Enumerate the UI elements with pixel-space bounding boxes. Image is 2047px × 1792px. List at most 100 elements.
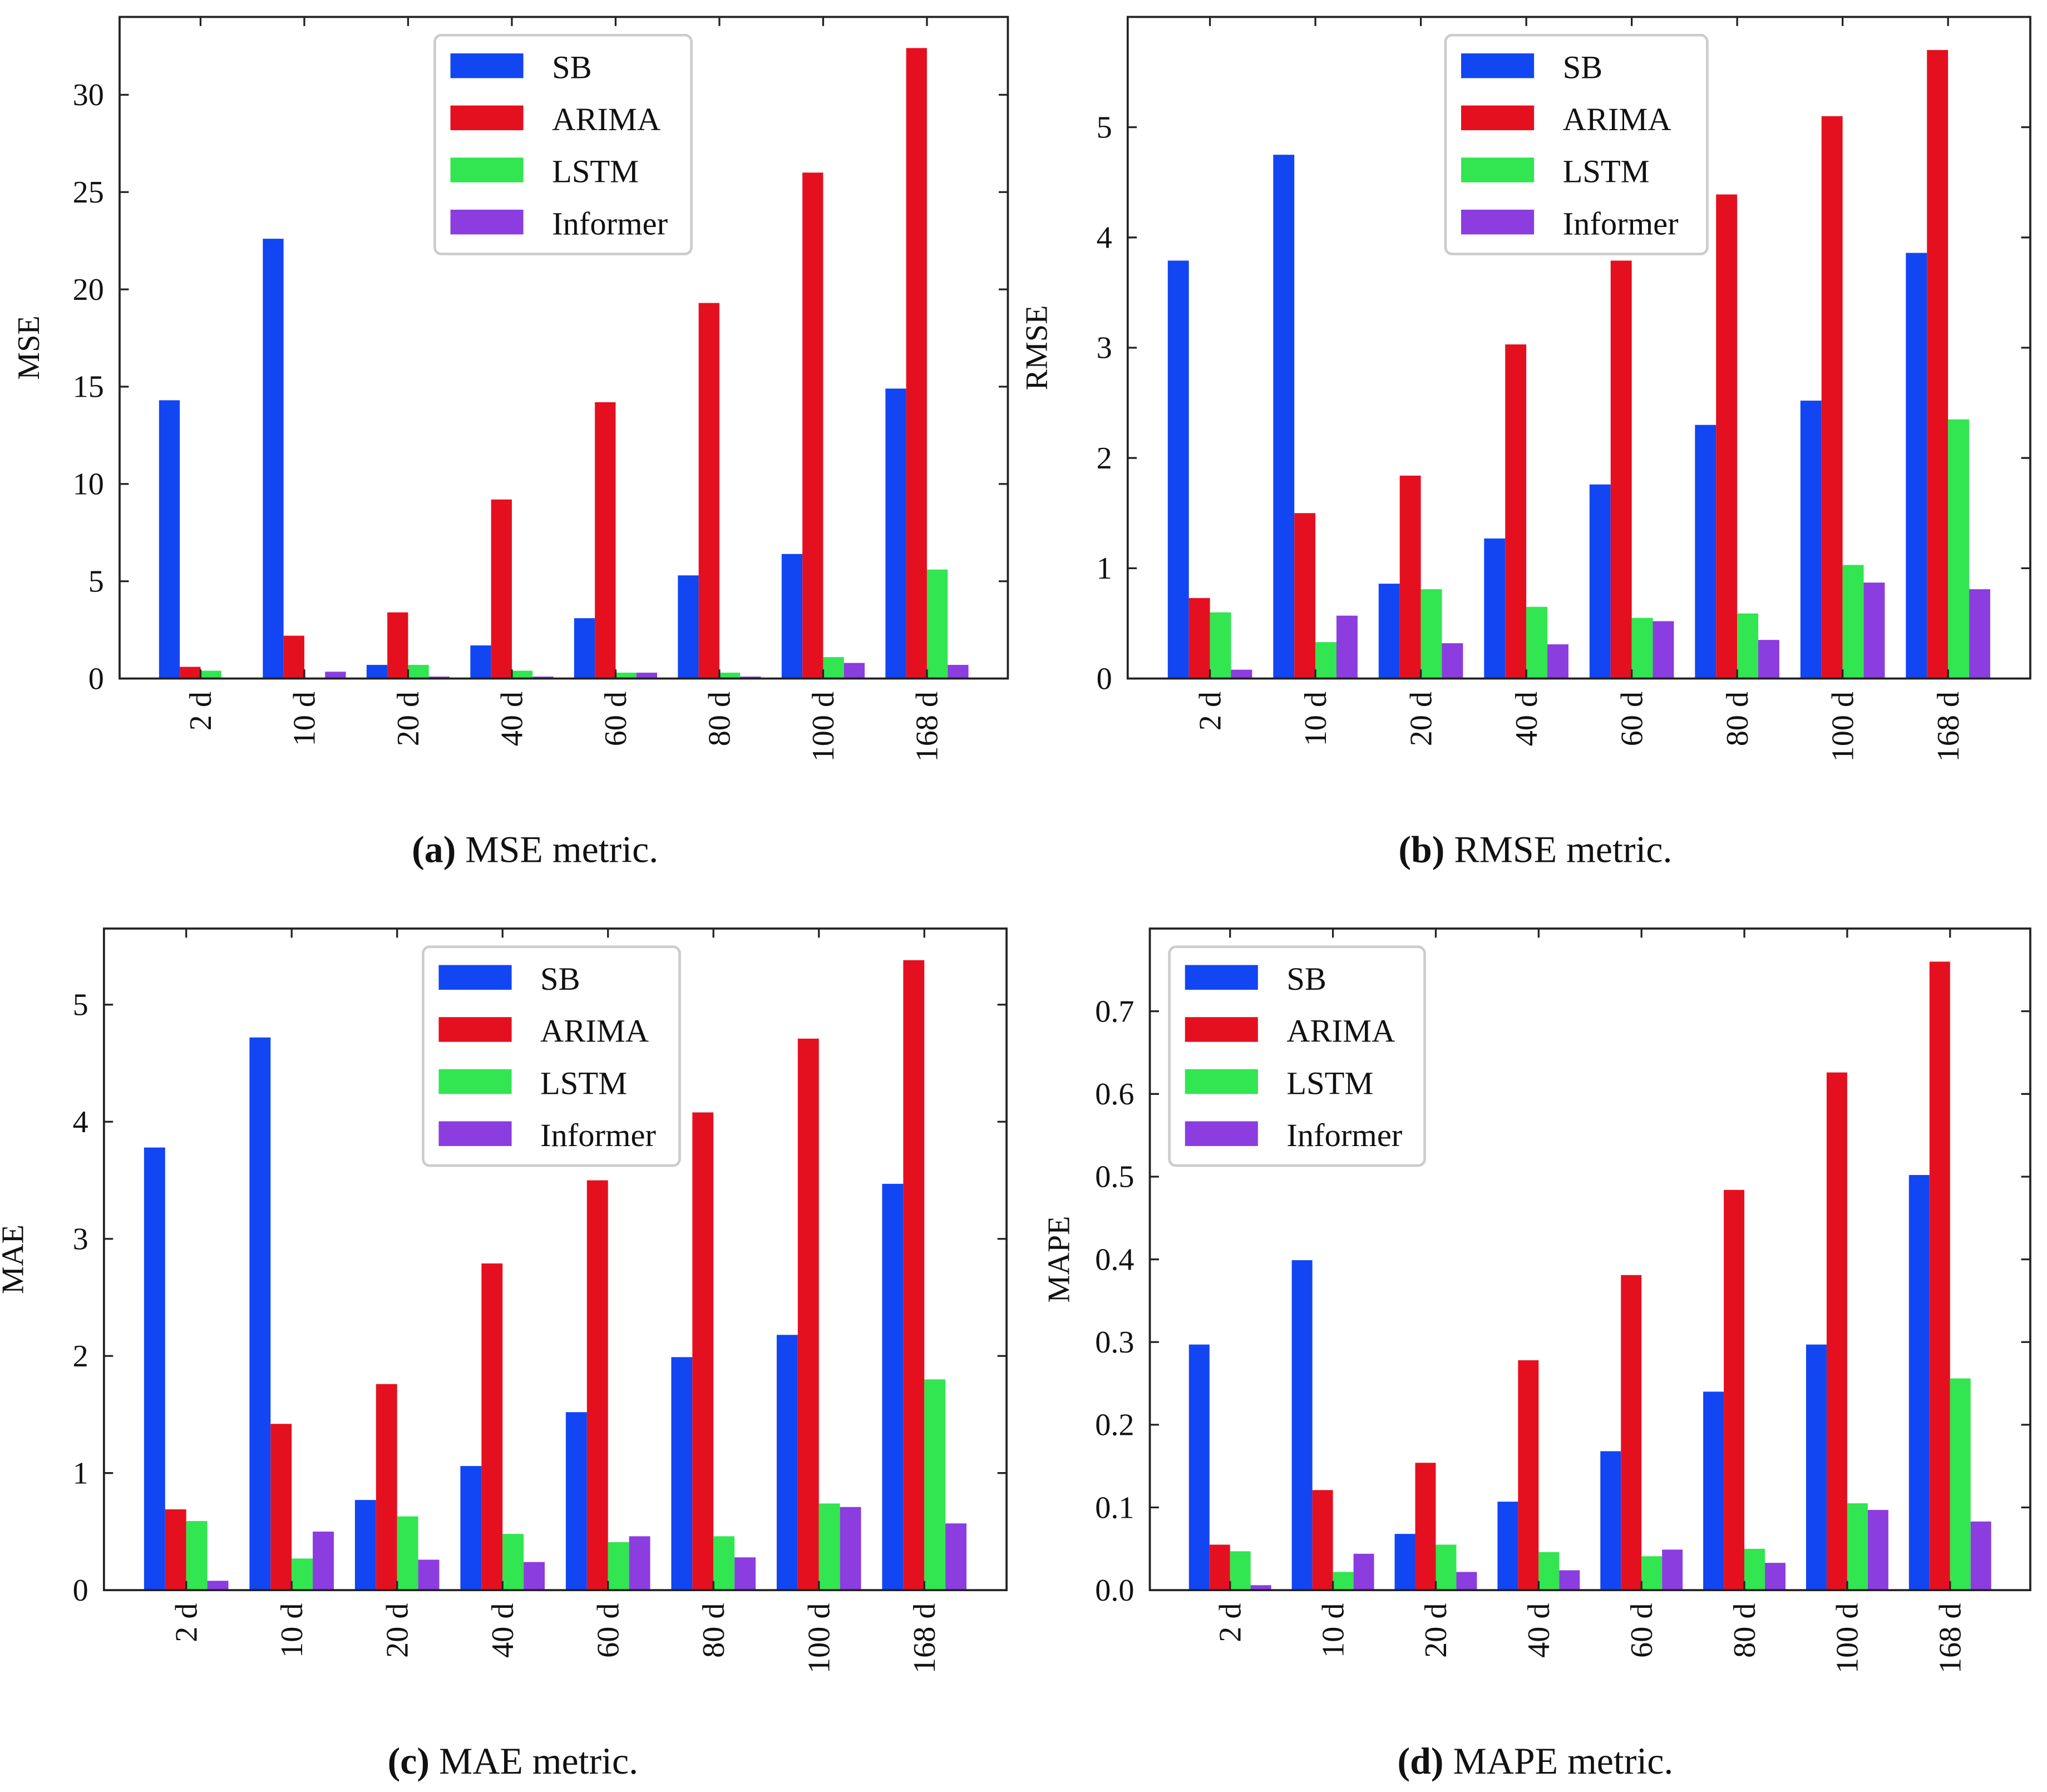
y-tick-label: 3 — [1097, 331, 1112, 366]
bar-lstm-4 — [1641, 1556, 1663, 1591]
x-tick-label: 80 d — [1728, 1603, 1762, 1658]
y-axis-label: MSE — [12, 315, 46, 379]
y-tick-label: 0 — [1097, 661, 1112, 696]
caption-label: (c) — [388, 1740, 430, 1782]
y-tick-label: 4 — [73, 1105, 88, 1139]
y-tick-label: 5 — [73, 988, 88, 1023]
caption-text: MAE metric. — [430, 1740, 638, 1782]
chart-panel-1: 2 d 10 d 20 d 40 d 60 d 80 d 100 d 168 d 0 5 10 15 2… — [12, 16, 1009, 871]
y-tick-label: 0.3 — [1095, 1325, 1134, 1360]
x-tick-label: 20 d — [380, 1603, 415, 1658]
bar-arima-1 — [1294, 513, 1316, 679]
bar-informer-7 — [1969, 589, 1990, 679]
legend-label: LSTM — [540, 1065, 627, 1101]
bar-sb-5 — [678, 575, 699, 679]
y-tick-label: 0.1 — [1095, 1490, 1134, 1525]
bar-lstm-1 — [1333, 1572, 1354, 1591]
legend-label: LSTM — [1563, 154, 1650, 190]
x-tick-label: 20 d — [391, 692, 426, 746]
bar-informer-4 — [629, 1536, 650, 1591]
bar-lstm-2 — [397, 1516, 418, 1591]
legend-swatch-sb — [438, 965, 512, 990]
legend-swatch-informer — [1185, 1121, 1258, 1146]
y-tick-label: 25 — [73, 175, 104, 210]
bar-arima-2 — [1399, 475, 1421, 679]
legend-box — [422, 945, 681, 1167]
bar-sb-1 — [1273, 155, 1295, 679]
bar-lstm-6 — [823, 657, 844, 679]
x-tick-label: 60 d — [591, 1603, 625, 1658]
x-tick-label: 168 d — [1933, 1603, 1968, 1673]
chart-panel-3: 2 d 10 d 20 d 40 d 60 d 80 d 100 d 168 d 0 1 2 3 4 5 M… — [0, 927, 1008, 1782]
bar-informer-2 — [1456, 1572, 1477, 1591]
x-tick-label: 168 d — [907, 1603, 942, 1673]
x-tick-label: 2 d — [184, 692, 218, 730]
bar-lstm-4 — [1631, 618, 1653, 679]
y-axis-label: MAPE — [1042, 1216, 1076, 1303]
bar-sb-6 — [776, 1335, 798, 1591]
legend-swatch-sb — [450, 53, 524, 78]
legend-box — [1444, 33, 1709, 255]
caption-text: MAPE metric. — [1444, 1740, 1674, 1782]
legend-label: SB — [1563, 49, 1603, 85]
bar-sb-0 — [144, 1147, 165, 1591]
y-tick-label: 0.6 — [1095, 1077, 1134, 1112]
bar-informer-1 — [1336, 615, 1358, 679]
legend: SB ARIMA LSTM Informer — [1444, 33, 1709, 255]
bar-arima-6 — [1826, 1072, 1847, 1591]
bar-arima-0 — [180, 667, 201, 679]
y-tick-label: 0.2 — [1095, 1408, 1134, 1443]
legend-swatch-sb — [1461, 53, 1535, 78]
bar-sb-3 — [1497, 1502, 1518, 1591]
bar-arima-1 — [270, 1424, 292, 1591]
y-axis-label: RMSE — [1020, 305, 1054, 391]
x-tick-label: 2 d — [1193, 692, 1227, 730]
legend-swatch-informer — [1461, 209, 1535, 235]
bar-sb-0 — [159, 400, 180, 679]
bar-arima-7 — [903, 960, 925, 1591]
x-tick-label: 20 d — [1404, 692, 1438, 746]
bar-lstm-3 — [1538, 1552, 1560, 1591]
bar-informer-1 — [325, 672, 346, 679]
bar-sb-4 — [565, 1412, 587, 1591]
legend-swatch-informer — [438, 1121, 512, 1146]
bar-sb-7 — [1906, 253, 1927, 679]
bar-lstm-4 — [615, 673, 637, 679]
bar-sb-2 — [1378, 584, 1400, 679]
bar-lstm-6 — [818, 1503, 840, 1591]
y-tick-label: 15 — [73, 370, 104, 404]
x-tick-label: 2 d — [1213, 1603, 1247, 1642]
bar-lstm-3 — [511, 670, 533, 679]
y-tick-label: 2 — [73, 1339, 88, 1374]
bar-sb-7 — [1908, 1174, 1930, 1591]
legend-label: ARIMA — [1563, 101, 1671, 137]
x-tick-label: 100 d — [1831, 1603, 1865, 1673]
x-tick-label: 100 d — [1826, 692, 1860, 762]
x-tick-label: 60 d — [599, 692, 633, 746]
bar-informer-0 — [1250, 1585, 1271, 1591]
bar-lstm-6 — [1847, 1503, 1868, 1591]
axes-frame — [119, 16, 1009, 680]
bar-informer-0 — [207, 1581, 229, 1591]
bar-lstm-1 — [292, 1558, 313, 1591]
bar-sb-7 — [882, 1183, 904, 1591]
bar-informer-3 — [1547, 644, 1568, 679]
legend-label: LSTM — [1286, 1065, 1373, 1101]
bar-sb-4 — [1600, 1451, 1621, 1591]
bar-informer-0 — [1231, 669, 1252, 679]
bar-sb-0 — [1167, 260, 1189, 679]
bar-arima-3 — [491, 499, 512, 679]
bar-lstm-5 — [713, 1536, 735, 1591]
bar-informer-1 — [1353, 1553, 1374, 1591]
bar-sb-1 — [263, 239, 284, 679]
chart-caption: (a) MSE metric. — [412, 829, 658, 871]
legend-swatch-arima — [1185, 1017, 1258, 1042]
bar-sb-6 — [1806, 1344, 1827, 1591]
x-tick-label: 10 d — [275, 1603, 309, 1658]
bar-arima-2 — [376, 1384, 397, 1591]
bar-arima-6 — [797, 1038, 819, 1591]
caption-label: (b) — [1398, 829, 1444, 871]
y-tick-label: 0.0 — [1095, 1573, 1134, 1608]
bar-arima-3 — [1518, 1360, 1539, 1591]
